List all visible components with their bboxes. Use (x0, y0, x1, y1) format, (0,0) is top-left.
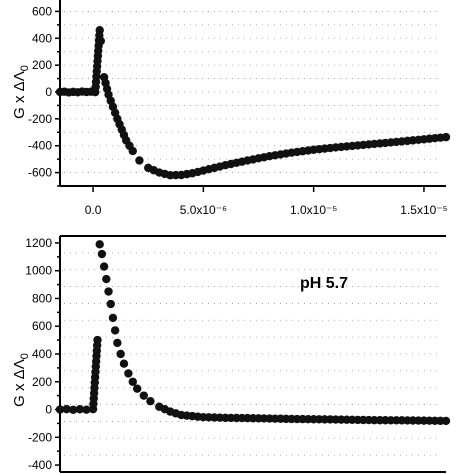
y-tick-label: 400 (32, 347, 52, 361)
data-point (82, 405, 91, 414)
x-tick-label: 1.5x10⁻⁵ (400, 203, 447, 217)
y-tick-label: 800 (32, 291, 52, 305)
bottom-panel: 1200 1000 800 600 400 200 0 -200 -400 G x ΔΛ0 pH 5… (11, 235, 451, 473)
x-tick-label: 0.0 (85, 203, 102, 217)
data-point (99, 262, 109, 271)
data-point (106, 299, 115, 309)
y-tick-label: 1000 (25, 264, 52, 278)
y-axis-label: G x ΔΛ0 (11, 65, 31, 119)
data-point (119, 359, 129, 368)
data-point (128, 146, 137, 156)
data-point (95, 26, 104, 35)
data-point (104, 287, 113, 296)
y-tick-label: -200 (28, 112, 52, 126)
data-point (128, 377, 137, 386)
y-tick-label: 400 (32, 31, 52, 45)
y-tick-label: -600 (28, 166, 52, 180)
y-tick-label: 600 (32, 319, 52, 333)
data-point (69, 405, 78, 415)
y-tick-label: 200 (32, 375, 52, 389)
y-tick-label: 0 (45, 403, 52, 417)
x-tick-label: 1.0x10⁻⁵ (290, 203, 337, 217)
data-point (96, 36, 106, 46)
data-point (62, 404, 71, 414)
data-point (116, 349, 125, 359)
data-point (113, 338, 122, 348)
y-tick-label: 0 (45, 85, 52, 99)
y-tick-label: 600 (32, 4, 52, 18)
data-point (139, 391, 149, 400)
y-tick-label: -400 (28, 458, 52, 472)
data-point (102, 274, 111, 284)
data-point (133, 384, 142, 393)
data-point (55, 405, 65, 414)
data-point (93, 335, 102, 345)
data-point (95, 240, 104, 249)
top-panel: 600 400 200 0 -200 -400 -600 0.0 5.0x10⁻⁶ 1.0x10⁻… (11, 0, 451, 217)
ph-annotation: pH 5.7 (300, 275, 348, 292)
data-point (108, 313, 118, 323)
data-point (110, 326, 120, 335)
y-tick-label: -400 (28, 139, 52, 153)
data-point (135, 156, 144, 165)
data-point (146, 397, 155, 406)
data-point (97, 249, 107, 259)
data-point (441, 132, 451, 142)
y-axis-label: G x ΔΛ0 (11, 353, 31, 407)
x-tick-label: 5.0x10⁻⁶ (180, 203, 227, 217)
data-point (75, 405, 85, 414)
data-point (441, 416, 451, 426)
y-tick-label: 200 (32, 58, 52, 72)
data-point (124, 369, 133, 378)
y-tick-label: 1200 (25, 236, 52, 250)
y-tick-label: -200 (28, 430, 52, 444)
